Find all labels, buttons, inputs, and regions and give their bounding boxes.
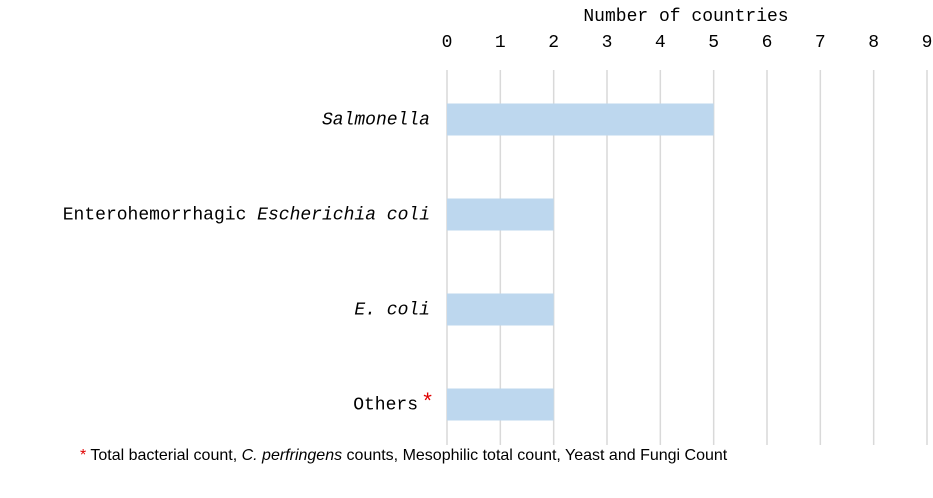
x-tick-label: 2 xyxy=(548,33,559,53)
x-tick-label: 6 xyxy=(762,33,773,53)
y-tick-label: E. coli xyxy=(354,300,430,320)
footnote-marker: * xyxy=(80,447,87,464)
x-tick-label: 0 xyxy=(442,33,453,53)
bar xyxy=(447,293,554,326)
x-tick-label: 3 xyxy=(602,33,613,53)
x-tick-label: 4 xyxy=(655,33,666,53)
y-tick-label: Salmonella xyxy=(322,110,430,130)
bar xyxy=(447,103,714,136)
x-tick-label: 1 xyxy=(495,33,506,53)
x-axis-title: Number of countries xyxy=(583,7,788,27)
chart: Number of countries 0 1 2 3 4 5 6 7 8 9 Salmonella… xyxy=(63,7,933,445)
footnote-text: Total bacterial count, C. perfringens co… xyxy=(90,447,728,464)
footnote: * Total bacterial count, C. perfringens … xyxy=(80,444,900,468)
footnote-marker: * xyxy=(421,390,434,415)
x-tick-label: 8 xyxy=(868,33,879,53)
x-tick-label: 7 xyxy=(815,33,826,53)
y-tick-label: Others xyxy=(353,395,418,415)
bar xyxy=(447,198,554,231)
bar xyxy=(447,388,554,421)
x-tick-label: 9 xyxy=(922,33,933,53)
y-tick-label: Enterohemorrhagic Escherichia coli xyxy=(63,205,430,225)
x-tick-label: 5 xyxy=(708,33,719,53)
